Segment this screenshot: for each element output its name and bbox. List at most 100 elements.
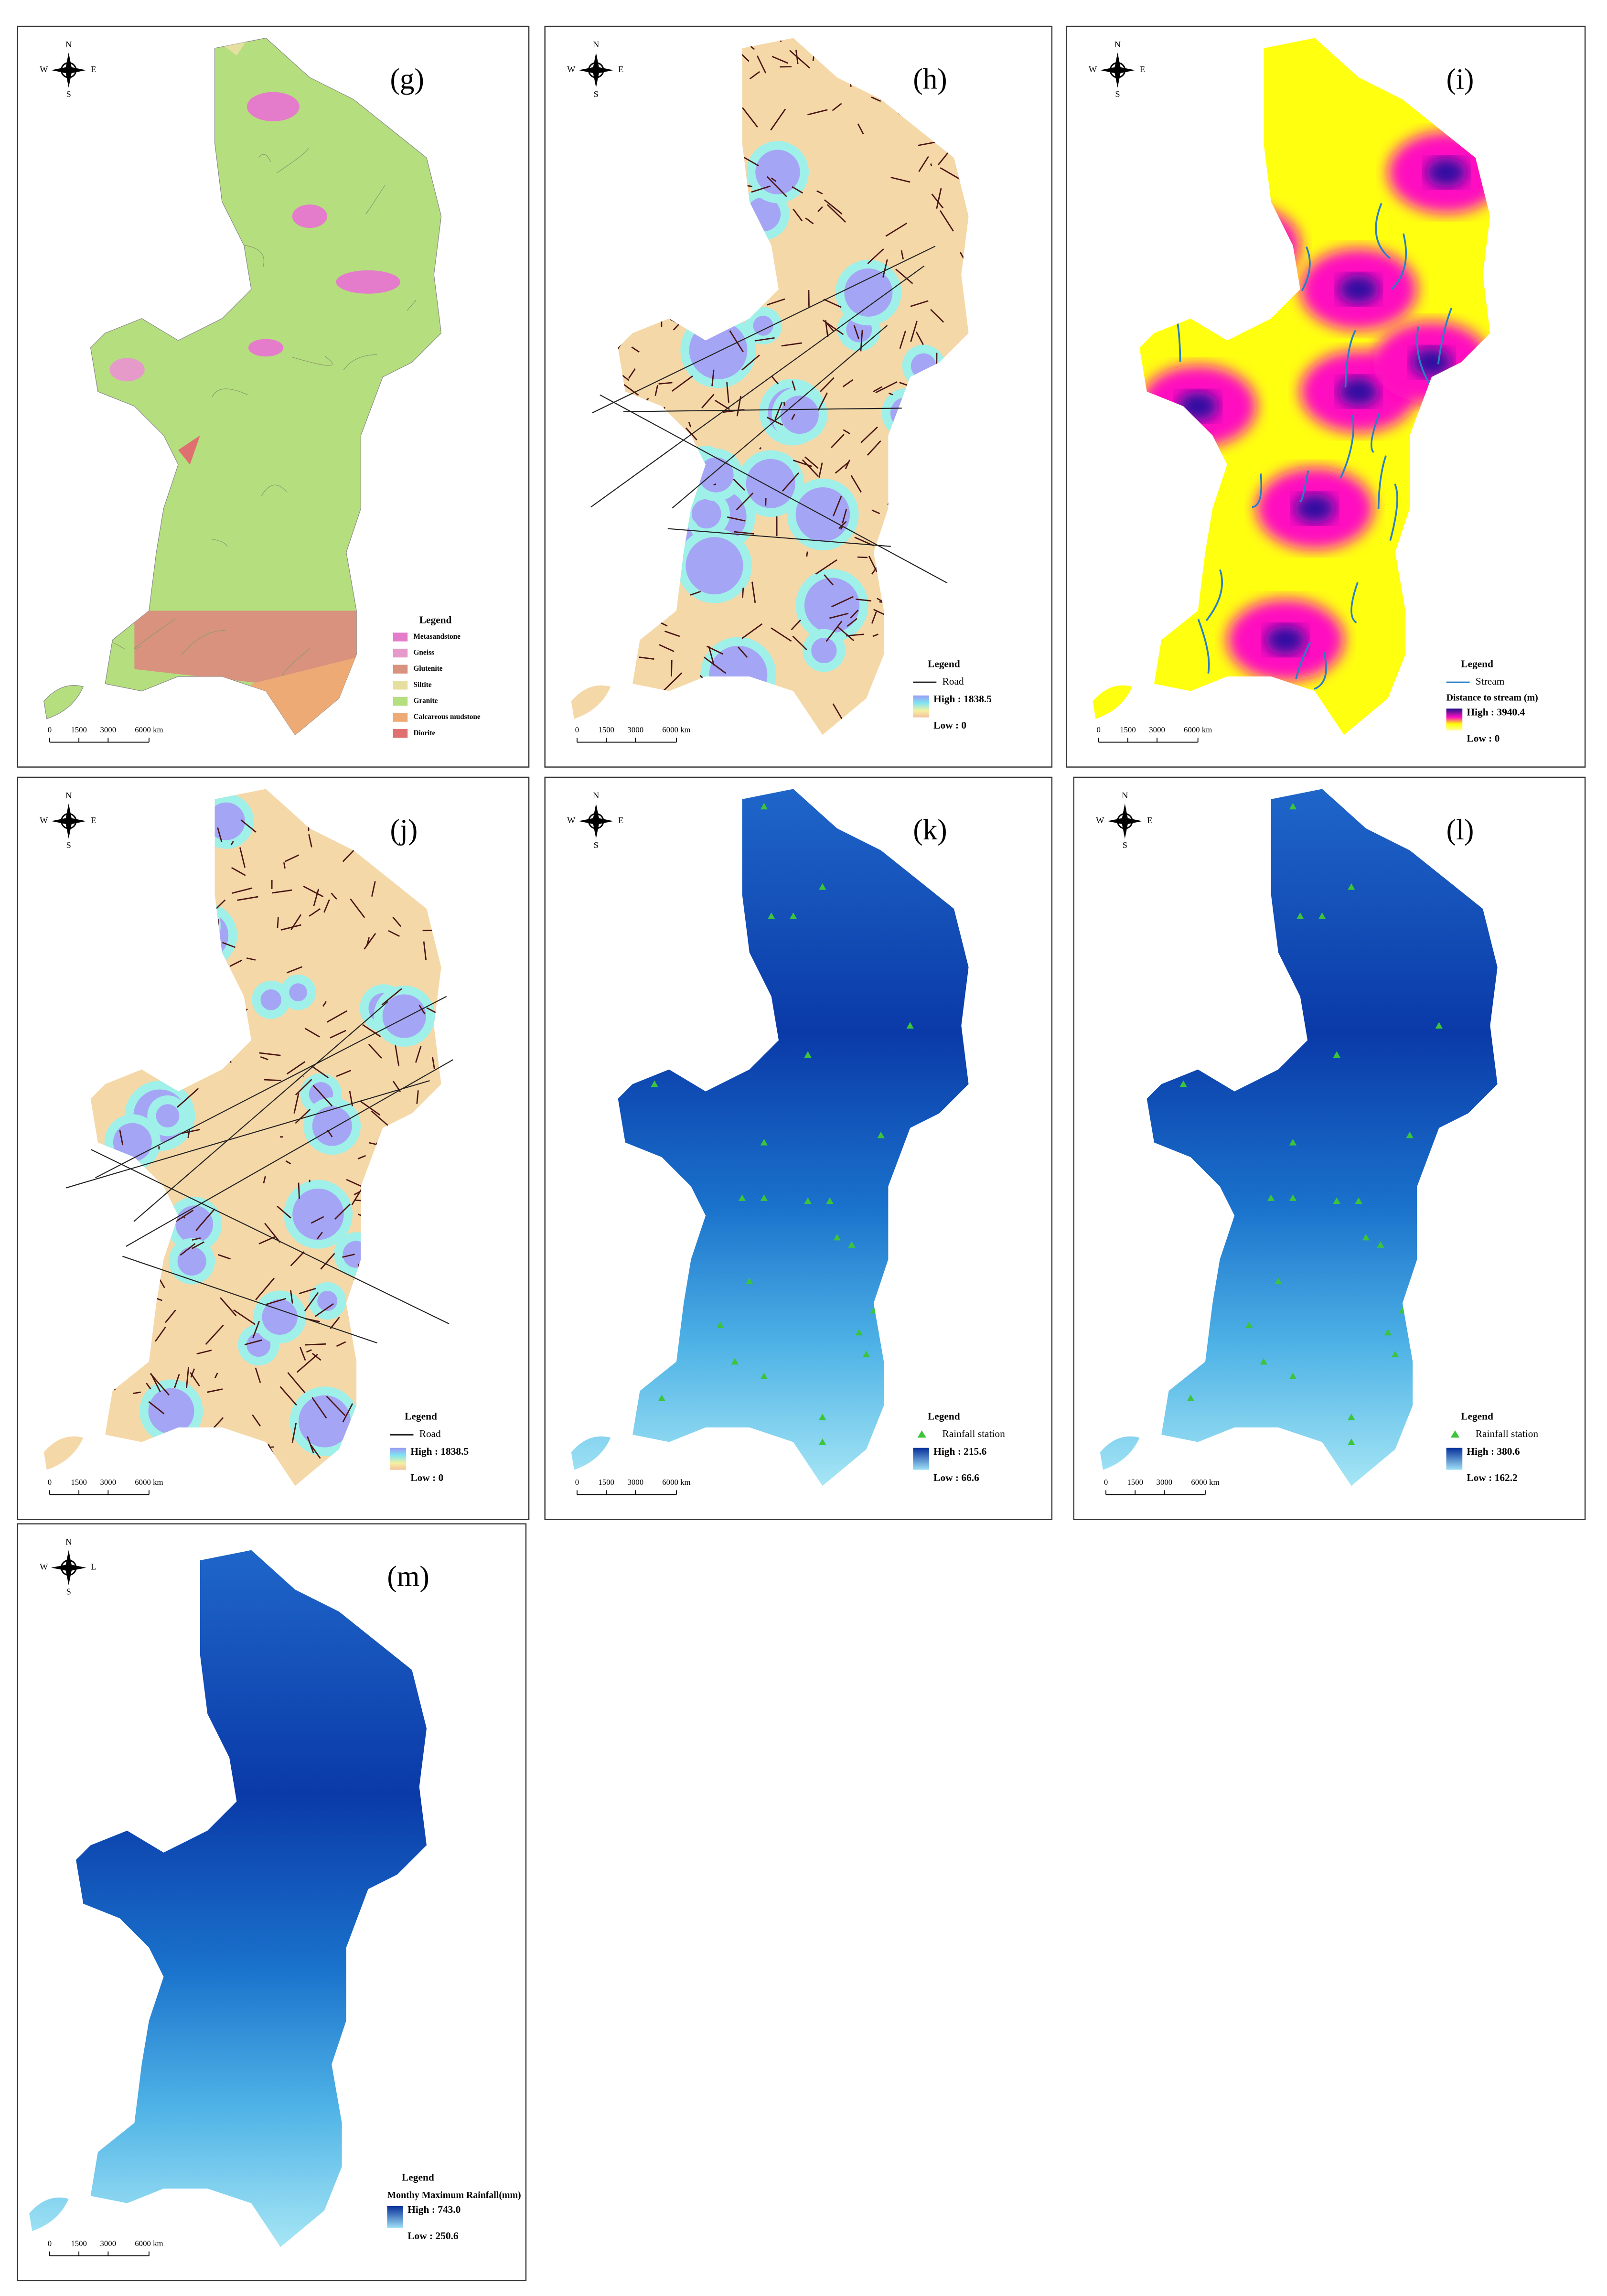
road <box>392 916 402 927</box>
stream <box>1391 233 1407 290</box>
road <box>701 394 715 408</box>
road <box>882 259 888 278</box>
road <box>192 1241 205 1249</box>
road <box>789 50 811 69</box>
road <box>930 309 944 323</box>
compass-letter: W <box>1096 815 1104 825</box>
road <box>842 379 854 387</box>
scale-bar: 0 1500 3000 6000 km <box>575 1478 691 1495</box>
panel-label: (i) <box>1446 63 1474 95</box>
legend-title: Legend <box>1461 658 1493 669</box>
rainfall-station <box>1245 1321 1253 1328</box>
scale-label: 6000 km <box>662 725 690 734</box>
road <box>871 509 880 515</box>
rock-patch <box>178 435 200 465</box>
compass-letter: N <box>593 791 599 800</box>
rainfall-station <box>1406 1131 1414 1138</box>
road <box>850 475 862 493</box>
road <box>284 854 300 862</box>
far-area <box>312 1106 352 1146</box>
stream <box>1389 483 1398 541</box>
road <box>741 623 763 639</box>
road <box>357 1155 366 1159</box>
road <box>293 1093 300 1114</box>
stream <box>1295 642 1311 679</box>
scale-label: 1500 <box>598 725 614 734</box>
road <box>271 889 292 894</box>
panel-label: (l) <box>1446 814 1474 846</box>
compass-letter: S <box>66 1587 71 1597</box>
road <box>931 193 944 209</box>
road <box>742 588 744 598</box>
road <box>590 265 925 508</box>
road <box>793 460 813 467</box>
road <box>807 109 828 116</box>
road <box>856 598 871 602</box>
road <box>792 186 804 194</box>
boundary <box>134 619 175 649</box>
legend-low: Low : 0 <box>933 719 966 731</box>
compass-letter: S <box>66 89 71 99</box>
boundary <box>243 245 265 268</box>
road <box>295 1108 311 1124</box>
rock-patch <box>246 92 300 121</box>
scale-label: 0 <box>575 725 579 734</box>
road <box>818 462 823 478</box>
road <box>334 1203 351 1220</box>
far-area <box>148 1388 194 1434</box>
road <box>672 325 888 509</box>
road <box>255 1367 261 1383</box>
road <box>833 496 842 516</box>
scale-bar: 0 1500 3000 6000 km <box>1104 1478 1220 1495</box>
zone-core <box>1338 377 1379 407</box>
compass: N S W L <box>40 1537 96 1597</box>
road <box>371 1110 389 1127</box>
compass-star <box>579 804 614 839</box>
road <box>770 108 786 131</box>
far-area <box>746 459 795 508</box>
compass-letter: E <box>91 815 96 825</box>
road <box>805 217 814 225</box>
road <box>308 834 312 848</box>
legend: Legend Monthy Maximum Rainfall(mm) High : … <box>387 2172 521 2242</box>
road <box>295 1079 312 1096</box>
road <box>317 1232 323 1239</box>
road <box>850 609 859 619</box>
road <box>195 1208 215 1231</box>
road <box>306 1349 312 1353</box>
road <box>395 1045 400 1067</box>
legend-ramp <box>387 2206 404 2228</box>
road <box>371 881 376 897</box>
compass-letter: E <box>1140 64 1145 74</box>
road <box>299 1287 316 1295</box>
road <box>825 321 834 332</box>
far-area <box>811 638 837 664</box>
stream <box>1314 652 1327 690</box>
legend-symbol <box>917 1430 926 1438</box>
stream <box>1339 415 1355 479</box>
legend-title: Legend <box>419 614 452 626</box>
compass-letter: E <box>618 64 623 74</box>
legend-label: Gneiss <box>413 649 434 657</box>
panel-label: (h) <box>913 63 947 95</box>
road <box>940 167 962 181</box>
compass-star <box>51 804 86 839</box>
compass-letter: W <box>40 64 48 74</box>
zone-core <box>1411 347 1452 377</box>
scale-line <box>577 738 677 743</box>
road <box>192 1237 201 1241</box>
far-area <box>260 989 282 1010</box>
rainfall-station <box>717 1321 724 1328</box>
rainfall-station <box>1275 1277 1282 1285</box>
rainfall-station <box>1355 1197 1362 1204</box>
road <box>266 1298 287 1305</box>
road <box>330 1030 346 1039</box>
compass-letter: S <box>594 840 599 850</box>
rainfall-station <box>1333 1197 1340 1204</box>
stream <box>1299 470 1309 503</box>
boundary <box>258 154 271 162</box>
road <box>381 988 402 1006</box>
rainfall-station <box>768 912 775 919</box>
far-area <box>177 1246 206 1276</box>
legend-low: Low : 66.6 <box>933 1472 979 1483</box>
